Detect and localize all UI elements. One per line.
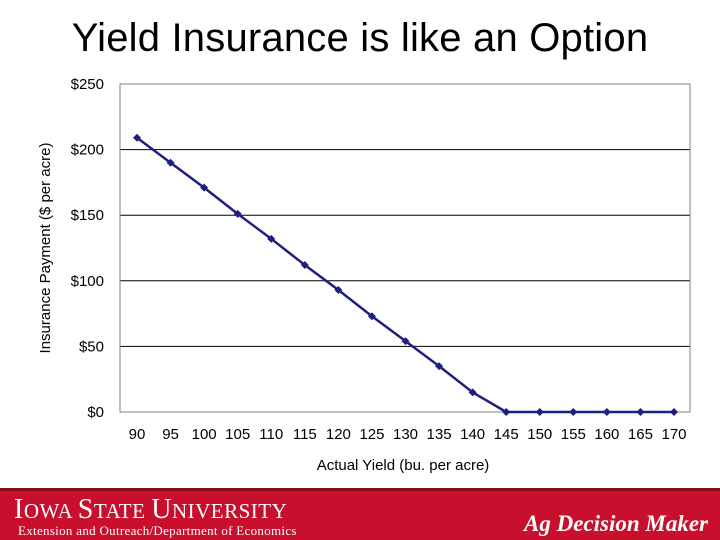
y-tick-label: $0 — [87, 404, 104, 421]
y-tick-label: $100 — [71, 273, 104, 290]
data-point — [602, 408, 611, 416]
x-tick-label: 90 — [129, 426, 146, 443]
x-tick-label: 100 — [192, 426, 217, 443]
x-axis-tick-labels: 90 95 100 105 110 115 120 125 130 135 140 145 150 155… — [129, 426, 687, 443]
data-point — [569, 408, 578, 416]
series-line-insurance-payment — [136, 136, 674, 414]
yield-insurance-chart: $0 $50 $100 $150 $200 $250 90 95 100 105 110 115 12… — [37, 76, 691, 474]
x-tick-label: 160 — [594, 426, 619, 443]
x-tick-label: 145 — [494, 426, 519, 443]
x-tick-label: 130 — [393, 426, 418, 443]
y-tick-label: $250 — [71, 76, 104, 93]
data-point — [233, 209, 242, 218]
y-axis-tick-labels: $0 $50 $100 $150 $200 $250 — [71, 76, 104, 421]
data-point — [401, 337, 410, 346]
footer-bar: IOWA STATE UNIVERSITY — [0, 488, 720, 540]
data-point — [267, 234, 276, 243]
x-tick-label: 105 — [225, 426, 250, 443]
extension-department-text: Extension and Outreach/Department of Eco… — [18, 523, 297, 538]
x-tick-label: 110 — [259, 426, 283, 443]
gridlines — [120, 83, 690, 347]
x-tick-label: 95 — [162, 426, 179, 443]
data-point — [670, 408, 678, 416]
x-tick-label: 155 — [561, 426, 586, 443]
data-point — [636, 408, 645, 416]
iowa-state-university-logo: IOWA STATE UNIVERSITY — [14, 494, 288, 525]
data-point — [133, 133, 141, 142]
x-tick-label: 135 — [427, 426, 452, 443]
x-tick-label: 170 — [661, 426, 686, 443]
x-axis-label: Actual Yield (bu. per acre) — [317, 457, 490, 474]
data-point — [535, 408, 544, 416]
data-point — [200, 183, 209, 192]
ag-decision-maker-brand: Ag Decision Maker — [524, 511, 708, 536]
x-tick-label: 115 — [293, 426, 317, 443]
data-point — [367, 312, 376, 321]
x-tick-label: 125 — [359, 426, 384, 443]
x-tick-label: 140 — [460, 426, 485, 443]
footer-divider — [0, 488, 720, 491]
data-point — [300, 261, 309, 270]
x-tick-label: 120 — [326, 426, 351, 443]
data-points — [133, 133, 678, 416]
data-point — [334, 285, 343, 294]
data-point — [502, 408, 511, 416]
slide-title: Yield Insurance is like an Option — [71, 16, 649, 60]
data-point — [166, 158, 175, 167]
y-tick-label: $200 — [71, 142, 104, 159]
x-tick-label: 165 — [628, 426, 653, 443]
x-tick-label: 150 — [527, 426, 552, 443]
data-point — [435, 362, 444, 371]
data-point — [468, 388, 477, 397]
y-axis-label: Insurance Payment ($ per acre) — [37, 143, 54, 354]
plot-area-frame — [119, 83, 691, 413]
y-tick-label: $150 — [71, 207, 104, 224]
y-tick-label: $50 — [79, 338, 104, 355]
